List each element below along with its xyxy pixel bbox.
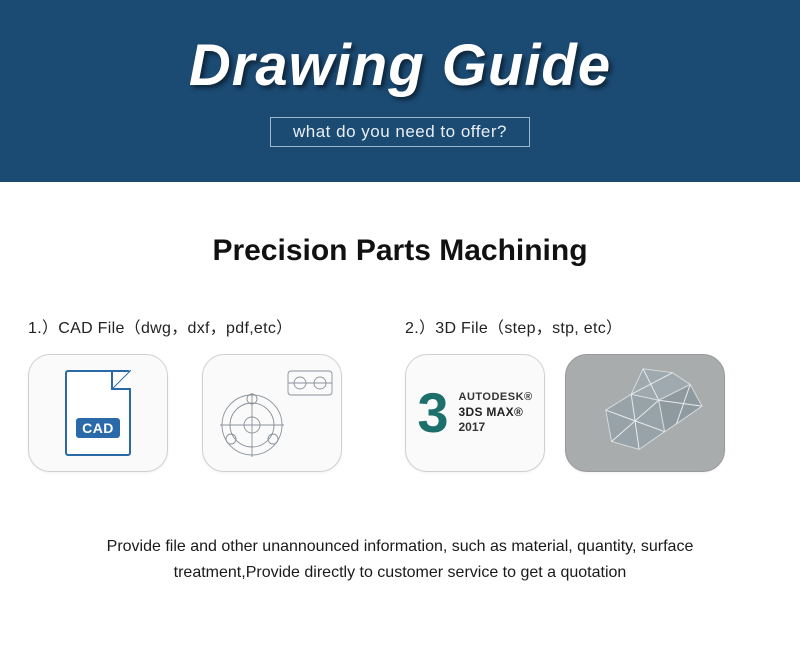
autodesk-line3: 2017 [459,420,533,435]
autodesk-logo: 3 AUTODESK® 3DS MAX® 2017 [407,385,542,441]
technical-drawing-icon [208,363,336,463]
section-heading: Precision Parts Machining [0,234,800,268]
column-3d: 2.）3D File（step，stp, etc） 3 AUTODESK® 3D… [405,314,772,472]
column-cad: 1.）CAD File（dwg，dxf，pdf,etc） CAD [28,314,395,472]
cad-file-icon: CAD [28,354,168,472]
footer-note: Provide file and other unannounced infor… [0,534,800,587]
autodesk-3dsmax-thumb: 3 AUTODESK® 3DS MAX® 2017 [405,354,545,472]
autodesk-line1: AUTODESK® [459,391,533,405]
technical-drawing-thumb [202,354,342,472]
3d-thumbs: 3 AUTODESK® 3DS MAX® 2017 [405,354,772,472]
subtitle-box: what do you need to offer? [270,117,530,147]
page-subtitle: what do you need to offer? [293,122,507,142]
columns-container: 1.）CAD File（dwg，dxf，pdf,etc） CAD [0,314,800,472]
autodesk-text: AUTODESK® 3DS MAX® 2017 [459,391,533,435]
cad-page-icon: CAD [65,370,131,456]
wireframe-3d-icon [565,355,725,471]
autodesk-3-glyph: 3 [417,385,448,441]
page-title: Drawing Guide [189,32,611,99]
header-banner: Drawing Guide what do you need to offer? [0,0,800,182]
cad-badge: CAD [76,418,120,438]
wireframe-3d-thumb [565,354,725,472]
autodesk-line2: 3DS MAX® [459,405,533,420]
column-3d-label: 2.）3D File（step，stp, etc） [405,314,772,338]
cad-thumbs: CAD [28,354,395,472]
column-cad-label: 1.）CAD File（dwg，dxf，pdf,etc） [28,314,395,338]
